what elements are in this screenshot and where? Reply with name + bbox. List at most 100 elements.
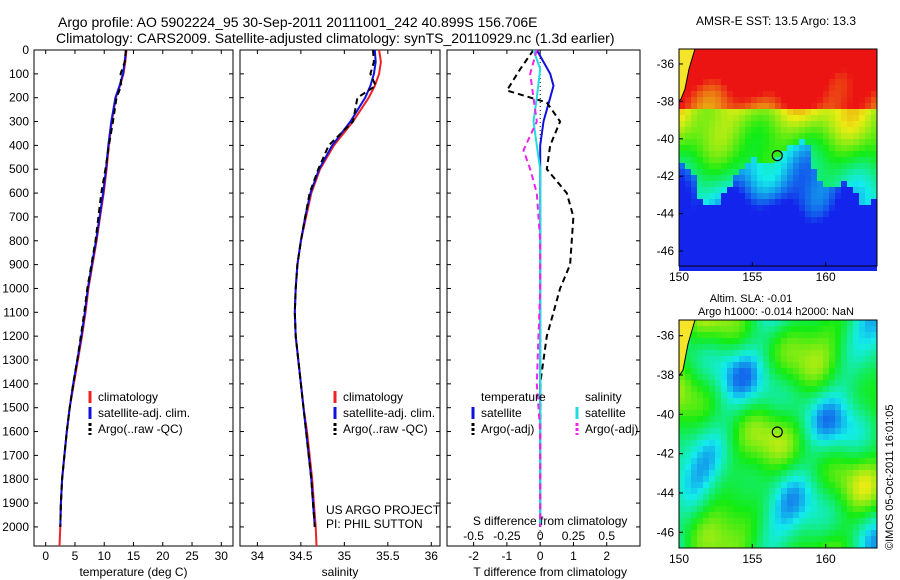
x-tick-label: 5 — [72, 549, 79, 563]
map-y-tick-label: -40 — [657, 132, 675, 146]
map-y-tick-label: -38 — [657, 94, 675, 108]
y-tick-label: 1700 — [2, 448, 29, 462]
map-y-tick-label: -36 — [657, 329, 675, 343]
y-tick-label: 600 — [9, 186, 29, 200]
profile-panel-2: 34 34.5 35 35.5 36 salinity climatology satelli… — [239, 49, 441, 579]
s-tick-label: -0.5 — [463, 529, 484, 543]
argo-location-marker — [771, 150, 783, 162]
legend-label: satellite-adj. clim. — [343, 406, 435, 420]
x-tick-label: 1 — [570, 549, 577, 563]
x-tick-label: 34 — [251, 549, 265, 563]
legend-label: climatology — [98, 390, 158, 404]
legend-label: Argo(-adj) — [585, 422, 638, 436]
y-tick-label: 700 — [9, 210, 29, 224]
s-tick-label: -0.25 — [493, 529, 521, 543]
x-tick-label: -2 — [468, 549, 479, 563]
map-field — [679, 49, 877, 271]
y-tick-label: 1800 — [2, 472, 29, 486]
x-tick-label: 25 — [185, 549, 199, 563]
legend-label: satellite — [481, 406, 522, 420]
map-x-tick-label: 155 — [742, 270, 762, 284]
s-tick-label: 0.5 — [598, 529, 615, 543]
series-line-satellite-adj--clim- — [293, 49, 377, 527]
y-tick-label: 1400 — [2, 377, 29, 391]
x-tick-label: 10 — [98, 549, 112, 563]
x-tick-label: 36 — [425, 549, 439, 563]
s-tick-label: 0.25 — [562, 529, 586, 543]
profile-panel-3: -2 -1 0 1 2 T difference from climatology S di… — [446, 49, 641, 579]
x-tick-label: 34.5 — [289, 549, 313, 563]
map-panel-2: -36 -38 -40 -42 -44 -46 150 155 160 Altim. SLA: -… — [657, 293, 878, 566]
y-tick-label: 900 — [9, 258, 29, 272]
y-tick-label: 300 — [9, 115, 29, 129]
x-axis-label: temperature (deg C) — [79, 565, 187, 579]
map-box — [678, 48, 878, 267]
legend-label: Argo(..raw -QC) — [343, 422, 428, 436]
map-x-tick-label: 150 — [669, 552, 689, 566]
y-tick-label: 1600 — [2, 425, 29, 439]
map-y-tick-label: -44 — [657, 486, 675, 500]
annotation-text: US ARGO PROJECT — [326, 503, 441, 517]
y-tick-label: 500 — [9, 162, 29, 176]
x-tick-label: 35 — [338, 549, 352, 563]
x-tick-label: -1 — [502, 549, 513, 563]
imos-watermark: ©IMOS 05-Oct-2011 16:01:05 — [884, 405, 896, 550]
series-line-climatology — [58, 49, 128, 547]
legend-label: satellite-adj. clim. — [98, 406, 190, 420]
legend-label: climatology — [343, 390, 403, 404]
profile-panel-1: 0100200300400500600700800900100011001200… — [2, 43, 234, 579]
legend-title-salinity: salinity — [585, 390, 622, 404]
y-tick-label: 800 — [9, 234, 29, 248]
figure-title-line1: Argo profile: AO 5902224_95 30-Sep-2011 … — [58, 14, 538, 30]
map-x-tick-label: 150 — [669, 270, 689, 284]
axes-box — [239, 49, 441, 547]
series-line-satellite-adj--clim- — [59, 49, 127, 527]
axes-box — [446, 49, 641, 547]
map-field — [679, 320, 877, 548]
series-line-argo---raw--qc- — [59, 49, 127, 527]
map-title-line2: Argo h1000: -0.014 h2000: NaN — [698, 306, 854, 318]
y-tick-label: 100 — [9, 67, 29, 81]
legend-label: satellite — [585, 406, 626, 420]
x-tick-label: 35.5 — [376, 549, 400, 563]
series-line-argo--adj- — [522, 49, 542, 527]
map-title: AMSR-E SST: 13.5 Argo: 13.3 — [696, 14, 856, 28]
y-tick-label: 200 — [9, 91, 29, 105]
argo-location-marker — [771, 426, 783, 438]
y-tick-label: 400 — [9, 138, 29, 152]
map-y-tick-label: -44 — [657, 207, 675, 221]
x-tick-label: 15 — [127, 549, 141, 563]
series-line-argo---raw--qc- — [293, 49, 377, 527]
map-panel-1: -36 -38 -40 -42 -44 -46 150 155 160 AMSR-E SST: 1… — [657, 14, 878, 284]
y-tick-label: 1200 — [2, 329, 29, 343]
y-tick-label: 1500 — [2, 401, 29, 415]
map-x-tick-label: 155 — [742, 552, 762, 566]
map-y-tick-label: -42 — [657, 169, 675, 183]
series-line-climatology — [293, 49, 382, 547]
map-x-tick-label: 160 — [816, 270, 836, 284]
figure-title-line2: Climatology: CARS2009. Satellite-adjuste… — [56, 30, 614, 46]
map-title-line1: Altim. SLA: -0.01 — [710, 293, 793, 305]
axes-box — [33, 49, 234, 547]
x-tick-label: 20 — [156, 549, 170, 563]
x-tick-label: 2 — [603, 549, 610, 563]
x-tick-label: 30 — [215, 549, 229, 563]
legend-label: Argo(-adj) — [481, 422, 534, 436]
y-tick-label: 0 — [22, 43, 29, 57]
map-y-tick-label: -36 — [657, 57, 675, 71]
map-x-tick-label: 160 — [816, 552, 836, 566]
annotation-text: PI: PHIL SUTTON — [326, 517, 423, 531]
x-tick-label: 0 — [42, 549, 49, 563]
s-tick-label: 0 — [537, 529, 544, 543]
y-tick-label: 1300 — [2, 353, 29, 367]
map-y-tick-label: -46 — [657, 244, 675, 258]
x-axis-label: salinity — [322, 565, 359, 579]
map-y-tick-label: -46 — [657, 525, 675, 539]
y-tick-label: 1000 — [2, 281, 29, 295]
map-y-tick-label: -40 — [657, 407, 675, 421]
map-y-tick-label: -38 — [657, 368, 675, 382]
map-y-tick-label: -42 — [657, 447, 675, 461]
y-tick-label: 1100 — [3, 305, 29, 319]
x-tick-label: 0 — [537, 549, 544, 563]
